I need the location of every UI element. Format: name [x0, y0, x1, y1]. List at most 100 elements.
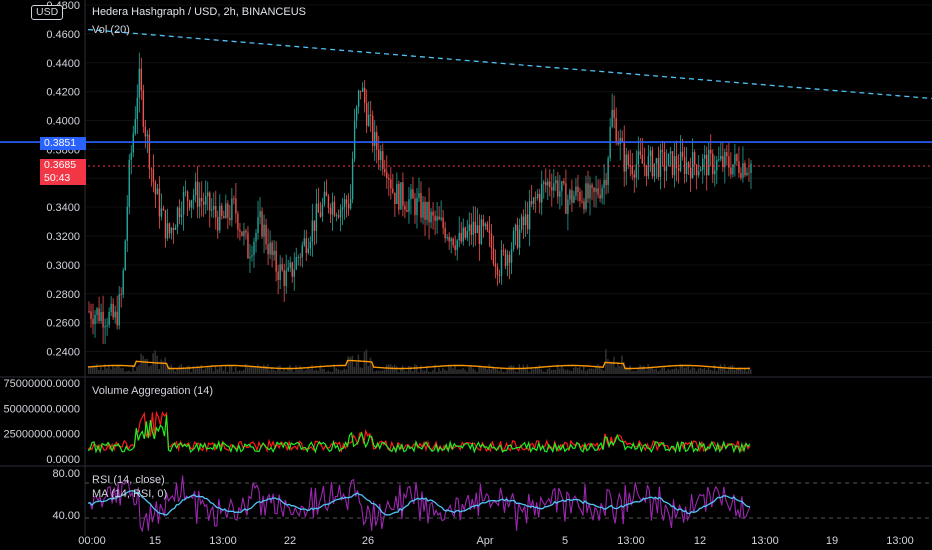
- volume-bar: [393, 364, 396, 374]
- candle-body: [162, 208, 165, 211]
- candle-body: [410, 189, 412, 200]
- candle-body: [321, 204, 324, 217]
- volume-bar: [385, 364, 388, 374]
- volume-agg-tick-label: 25000000.0000: [4, 429, 80, 441]
- volume-bar: [339, 370, 342, 374]
- candle-body: [494, 263, 497, 267]
- volume-bar: [554, 369, 557, 374]
- volume-bar: [432, 370, 434, 374]
- volume-bar: [315, 369, 317, 374]
- last-price-badge: 0.3685: [40, 159, 86, 172]
- candle-body: [675, 156, 678, 169]
- candle-body: [213, 206, 215, 210]
- candle-body: [738, 161, 740, 174]
- volume-bar: [488, 364, 490, 374]
- currency-badge[interactable]: USD: [31, 5, 64, 20]
- candle-body: [541, 183, 543, 203]
- time-tick-label: 13:00: [617, 535, 645, 547]
- candle-body: [621, 137, 623, 142]
- volume-bar: [729, 365, 732, 374]
- candle-body: [736, 154, 738, 162]
- volume-bar: [582, 365, 585, 374]
- volume-bar: [184, 368, 187, 374]
- volume-bar: [424, 370, 426, 374]
- rsi-ma-title: MA (14, RSI, 0): [92, 488, 167, 500]
- candle-body: [482, 219, 485, 227]
- volume-bar: [307, 367, 309, 374]
- volume-bar: [257, 364, 259, 374]
- candle-body: [347, 203, 350, 209]
- volume-bar: [138, 364, 140, 374]
- candle-body: [376, 132, 378, 150]
- candle-body: [188, 200, 191, 208]
- candle-body: [418, 193, 420, 199]
- volume-ma-line: [87, 359, 750, 370]
- candle-body: [571, 190, 573, 203]
- volume-bar: [494, 368, 496, 374]
- candle-body: [532, 197, 535, 204]
- price-tick-label: 0.2400: [46, 347, 80, 359]
- volume-bar: [214, 365, 217, 374]
- volume-bar: [234, 366, 237, 374]
- volume-bar: [124, 371, 126, 374]
- volume-bar: [603, 370, 605, 374]
- candle-body: [559, 191, 561, 197]
- candle-body: [480, 219, 483, 244]
- volume-bar: [486, 369, 488, 374]
- volume-bar: [478, 365, 480, 374]
- volume-bar: [609, 361, 611, 374]
- candle-body: [633, 174, 635, 178]
- candle-body: [575, 186, 577, 196]
- candle-body: [380, 151, 382, 161]
- candle-body: [349, 199, 352, 209]
- candle-body: [396, 183, 398, 205]
- volume-bar: [703, 367, 706, 374]
- volume-bar: [633, 370, 635, 374]
- candle-body: [285, 270, 287, 286]
- candle-body: [466, 231, 468, 238]
- candle-body: [553, 183, 555, 191]
- volume-bar: [653, 369, 655, 374]
- candle-body: [526, 214, 529, 230]
- volume-bar: [397, 371, 400, 374]
- candle-body: [641, 154, 644, 164]
- volume-bar: [558, 368, 561, 374]
- candle-body: [573, 195, 575, 203]
- volume-bar: [196, 365, 199, 374]
- volume-bar: [371, 365, 374, 374]
- candle-body: [617, 142, 619, 145]
- candle-body: [561, 181, 563, 192]
- candle-body: [209, 192, 211, 211]
- volume-bar: [538, 364, 541, 374]
- candle-body: [699, 169, 702, 172]
- candle-body: [563, 181, 565, 184]
- volume-bar: [474, 369, 476, 374]
- price-tick-label: 0.4200: [46, 87, 80, 99]
- candle-body: [271, 242, 273, 256]
- volume-bar: [126, 371, 128, 374]
- candle-body: [112, 303, 114, 318]
- volume-bar: [309, 369, 311, 374]
- volume-bar: [349, 356, 352, 374]
- volume-bar: [283, 369, 285, 374]
- candle-body: [233, 198, 235, 200]
- candle-body: [247, 232, 249, 259]
- candle-body: [367, 114, 370, 126]
- candle-body: [327, 196, 330, 208]
- candle-body: [539, 193, 541, 203]
- volume-bar: [399, 368, 402, 374]
- candle-body: [567, 199, 569, 214]
- candle-body: [659, 150, 662, 177]
- candle-body: [402, 182, 404, 206]
- volume-bar: [108, 364, 110, 374]
- candle-body: [231, 198, 233, 221]
- volume-bar: [727, 366, 730, 374]
- volume-bar: [287, 367, 289, 374]
- candle-body: [514, 224, 517, 232]
- candle-body: [543, 182, 545, 184]
- volume-bar: [526, 364, 529, 374]
- rsi-line: [87, 475, 751, 533]
- price-tick-label: 0.3400: [46, 202, 80, 214]
- candle-body: [257, 217, 259, 233]
